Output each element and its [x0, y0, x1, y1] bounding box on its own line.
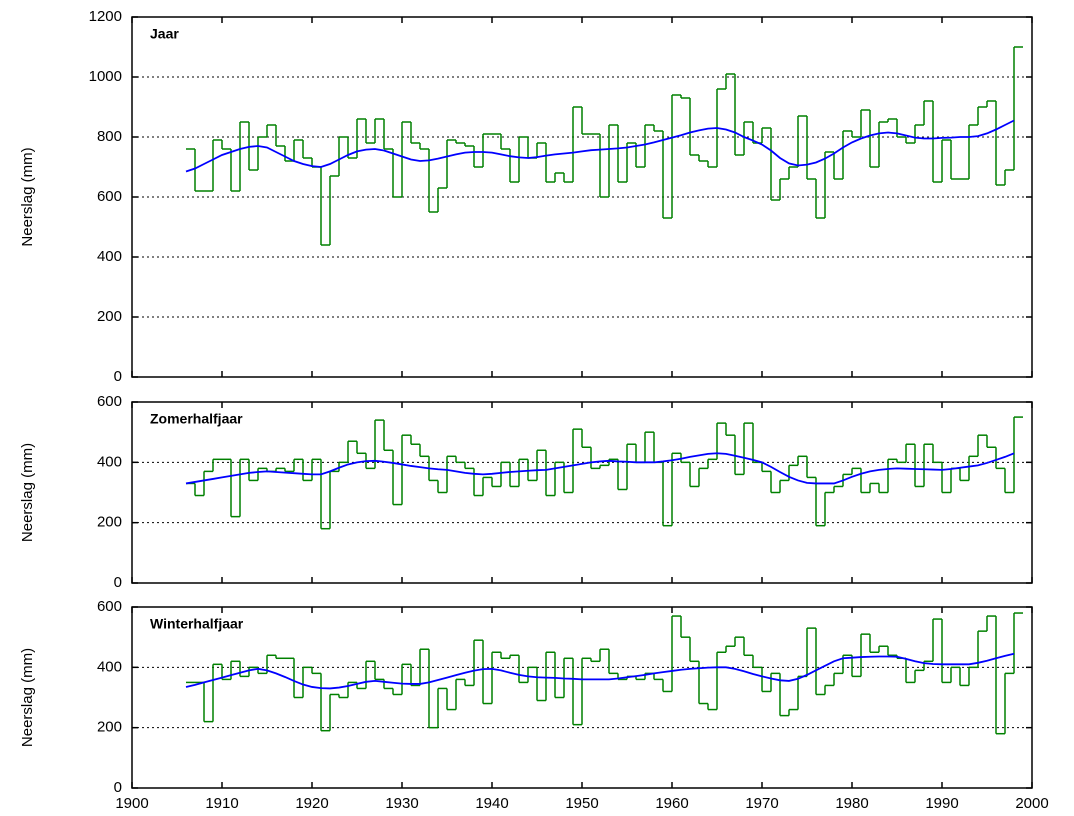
- panel: 0 200 400 600 800 1000 1200 Jaar Neerslag (mm): [19, 8, 1033, 385]
- plot-frame: [131, 606, 1033, 789]
- y-tick-label: 200: [97, 308, 122, 325]
- x-tick-label: 1970: [745, 795, 778, 812]
- y-tick-label: 800: [97, 128, 122, 145]
- y-axis-label: Neerslag (mm): [19, 147, 36, 246]
- x-tick-label: 1910: [205, 795, 238, 812]
- panel-title: Jaar: [150, 26, 179, 42]
- x-tick-label: 1980: [835, 795, 868, 812]
- x-tick-label: 1960: [655, 795, 688, 812]
- y-tick-label: 0: [114, 779, 122, 796]
- y-tick-label: 0: [114, 368, 122, 385]
- panel-title: Winterhalfjaar: [150, 616, 244, 632]
- x-tick-label: 1900: [115, 795, 148, 812]
- y-tick-label: 600: [97, 393, 122, 410]
- y-tick-label: 600: [97, 188, 122, 205]
- plot-frame: [131, 16, 1033, 378]
- y-axis-label: Neerslag (mm): [19, 443, 36, 542]
- panel: 0 200 400 600 1900 1910 1920 1930 1940 1950 1960 19…: [19, 598, 1049, 812]
- y-tick-label: 200: [97, 719, 122, 736]
- y-tick-label: 400: [97, 658, 122, 675]
- plot-frame: [131, 401, 1033, 584]
- y-tick-label: 0: [114, 574, 122, 591]
- y-axis-label: Neerslag (mm): [19, 648, 36, 747]
- x-tick-label: 1940: [475, 795, 508, 812]
- y-tick-label: 200: [97, 514, 122, 531]
- smooth-line: [185, 652, 1015, 690]
- smooth-line: [185, 452, 1015, 485]
- y-tick-label: 1000: [89, 68, 122, 85]
- panel-title: Zomerhalfjaar: [150, 411, 243, 427]
- panel: 0 200 400 600 Zomerhalfjaar Neerslag (mm): [19, 393, 1033, 591]
- y-tick-label: 400: [97, 248, 122, 265]
- y-tick-label: 600: [97, 598, 122, 615]
- y-tick-label: 400: [97, 453, 122, 470]
- x-tick-label: 2000: [1015, 795, 1048, 812]
- x-tick-label: 1990: [925, 795, 958, 812]
- y-tick-label: 1200: [89, 8, 122, 25]
- x-tick-label: 1920: [295, 795, 328, 812]
- smooth-line: [185, 119, 1015, 173]
- x-tick-label: 1930: [385, 795, 418, 812]
- x-tick-label: 1950: [565, 795, 598, 812]
